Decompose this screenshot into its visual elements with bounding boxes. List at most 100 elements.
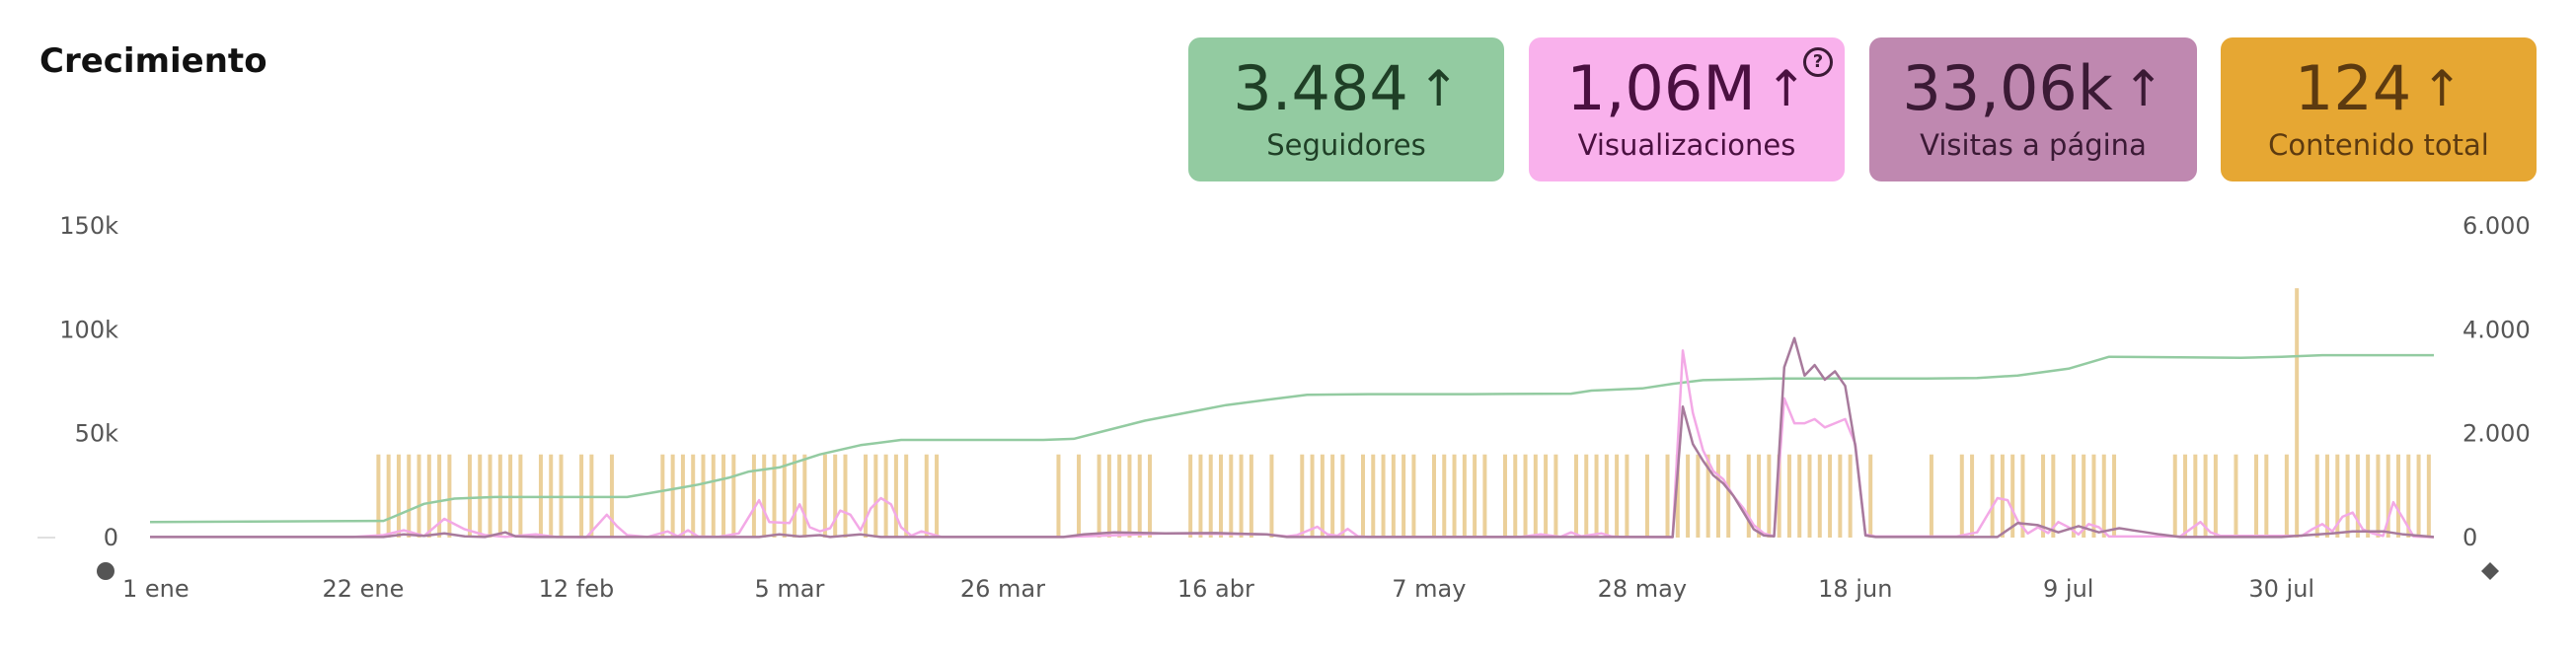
bar-contenido (2051, 454, 2056, 538)
bar-contenido (721, 454, 726, 538)
bar-contenido (1269, 454, 1274, 538)
y-left-tick-label: 150k (59, 212, 118, 240)
bar-contenido (1675, 454, 1680, 538)
bar-contenido (2234, 454, 2238, 538)
bar-contenido (711, 454, 716, 538)
bar-contenido (2426, 454, 2431, 538)
bar-contenido (904, 454, 909, 538)
bar-contenido (1452, 454, 1457, 538)
bar-contenido (1726, 454, 1731, 538)
x-tick-label: 30 jul (2248, 575, 2314, 603)
bar-contenido (660, 454, 665, 538)
card-visualizaciones[interactable]: 1,06M ↑ Visualizaciones ? (1529, 37, 1845, 181)
x-tick-label: 26 mar (960, 575, 1045, 603)
bar-contenido (467, 454, 472, 538)
bar-contenido (1502, 454, 1507, 538)
bar-contenido (1442, 454, 1447, 538)
bar-contenido (396, 454, 401, 538)
card-visitas[interactable]: 33,06k ↑ Visitas a página (1869, 37, 2197, 181)
card-contenido-total[interactable]: 124 ↑ Contenido total (2221, 37, 2537, 181)
line-visitas (150, 336, 2435, 539)
bar-contenido (2345, 454, 2350, 538)
bar-contenido (1533, 454, 1538, 538)
x-tick-label: 18 jun (1818, 575, 1892, 603)
bar-contenido (1198, 454, 1203, 538)
bar-contenido (2366, 454, 2371, 538)
bar-contenido (1330, 454, 1335, 538)
bar-contenido (1797, 454, 1802, 538)
bar-contenido (1686, 454, 1691, 538)
bar-contenido (1097, 454, 1101, 538)
bar-contenido (2325, 454, 2330, 538)
bar-contenido (670, 454, 675, 538)
bar-contenido (1117, 454, 1122, 538)
range-end-handle (2481, 562, 2499, 580)
y-left-tick-label: 100k (59, 316, 118, 343)
bar-contenido (1959, 454, 1964, 538)
card-visitas-value: 33,06k ↑ (1902, 52, 2164, 124)
bar-contenido (691, 454, 696, 538)
bar-contenido (2406, 454, 2411, 538)
bar-contenido (1391, 454, 1396, 538)
bar-contenido (1665, 454, 1670, 538)
page-title: Crecimiento (39, 41, 267, 81)
bar-contenido (1402, 454, 1406, 538)
bar-contenido (1929, 454, 1933, 538)
bar-contenido (1310, 454, 1315, 538)
bar-contenido (751, 454, 756, 538)
bar-contenido (1513, 454, 1518, 538)
bar-contenido (407, 454, 412, 538)
bar-contenido (1584, 454, 1589, 538)
bar-contenido (2254, 454, 2259, 538)
bar-contenido (762, 454, 767, 538)
y-left-tick-label: 50k (75, 420, 119, 448)
bar-contenido (1137, 454, 1142, 538)
card-visitas-label: Visitas a página (1920, 128, 2147, 162)
card-contenido-label: Contenido total (2268, 128, 2489, 162)
bar-contenido (1786, 454, 1791, 538)
bar-contenido (2101, 454, 2106, 538)
bar-contenido (1148, 454, 1153, 538)
bar-contenido (478, 454, 483, 538)
bar-contenido (1462, 454, 1467, 538)
bar-contenido (386, 454, 391, 538)
bar-contenido (2376, 454, 2381, 538)
bar-contenido (2386, 454, 2390, 538)
bar-contenido (1970, 454, 1975, 538)
range-start-handle (97, 562, 114, 580)
y-right-tick-label: 0 (2462, 524, 2477, 551)
bar-contenido (1360, 454, 1365, 538)
bar-contenido (2213, 454, 2218, 538)
bar-contenido (1848, 454, 1853, 538)
bar-contenido (2335, 454, 2340, 538)
bar-contenido (1320, 454, 1325, 538)
bar-contenido (1807, 454, 1812, 538)
x-tick-label: 9 jul (2043, 575, 2093, 603)
bar-contenido (2264, 454, 2269, 538)
bar-contenido (1817, 454, 1822, 538)
y-right-tick-label: 6.000 (2462, 212, 2531, 240)
bar-contenido (822, 454, 827, 538)
x-tick-label: 16 abr (1177, 575, 1254, 603)
bar-contenido (1219, 454, 1224, 538)
bar-contenido (1127, 454, 1132, 538)
card-seguidores[interactable]: 3.484 ↑ Seguidores (1188, 37, 1504, 181)
arrow-up-icon: ↑ (2421, 60, 2463, 117)
bar-contenido (2355, 454, 2360, 538)
bar-contenido (2082, 454, 2086, 538)
help-icon[interactable]: ? (1803, 47, 1833, 77)
bar-contenido (2112, 454, 2117, 538)
bar-contenido (1746, 454, 1751, 538)
bar-contenido (833, 454, 838, 538)
bar-contenido (1371, 454, 1376, 538)
bar-contenido (2172, 454, 2177, 538)
bar-contenido (437, 454, 442, 538)
bar-contenido (1544, 454, 1549, 538)
bar-contenido (2284, 454, 2289, 538)
y-right-tick-label: 4.000 (2462, 316, 2531, 343)
bar-contenido (883, 454, 888, 538)
bar-contenido (701, 454, 706, 538)
card-visualizaciones-label: Visualizaciones (1577, 128, 1796, 162)
bar-contenido (1594, 454, 1599, 538)
